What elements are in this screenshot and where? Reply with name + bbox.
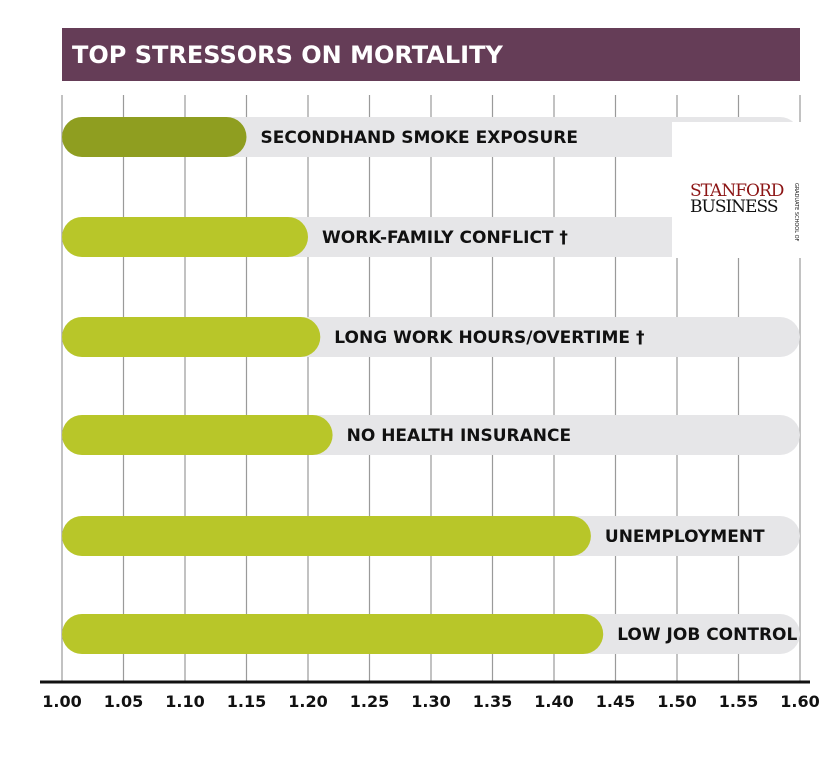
logo-line1: STANFORD <box>690 181 784 201</box>
bar <box>62 217 308 257</box>
bar-label: WORK-FAMILY CONFLICT † <box>322 228 568 248</box>
x-tick-label: 1.15 <box>227 692 266 711</box>
title-bar <box>62 28 800 81</box>
x-tick-label: 1.05 <box>104 692 143 711</box>
x-tick-label: 1.20 <box>288 692 327 711</box>
bar-label: LOW JOB CONTROL <box>617 625 797 645</box>
x-tick-label: 1.45 <box>596 692 635 711</box>
logo-line2: BUSINESS <box>690 197 778 217</box>
bar <box>62 516 591 556</box>
bar <box>62 614 604 654</box>
bar-track <box>62 117 800 157</box>
x-tick-label: 1.25 <box>350 692 389 711</box>
bar-label: LONG WORK HOURS/OVERTIME † <box>334 328 644 348</box>
x-tick-label: 1.50 <box>657 692 696 711</box>
logo-side: GRADUATE SCHOOL OF <box>793 183 799 242</box>
bar-label: UNEMPLOYMENT <box>605 527 765 547</box>
x-tick-label: 1.35 <box>473 692 512 711</box>
x-tick-label: 1.60 <box>780 692 819 711</box>
bar <box>62 317 321 357</box>
x-tick-label: 1.55 <box>719 692 758 711</box>
bar <box>62 117 247 157</box>
logo: STANFORD BUSINESS GRADUATE SCHOOL OF <box>672 122 825 258</box>
x-tick-label: 1.00 <box>42 692 81 711</box>
bar <box>62 415 333 455</box>
chart-title: TOP STRESSORS ON MORTALITY <box>72 41 503 69</box>
x-tick-label: 1.30 <box>411 692 450 711</box>
bar-label: NO HEALTH INSURANCE <box>347 426 572 446</box>
bar-label: SECONDHAND SMOKE EXPOSURE <box>261 128 578 148</box>
x-tick-label: 1.10 <box>165 692 204 711</box>
x-tick-label: 1.40 <box>534 692 573 711</box>
